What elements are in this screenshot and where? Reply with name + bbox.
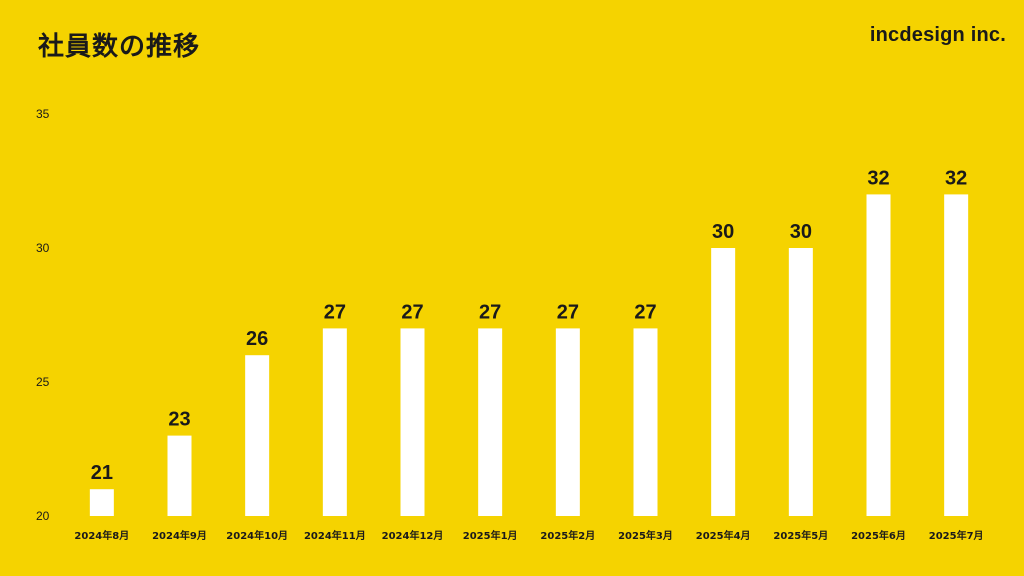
bar	[944, 194, 969, 516]
bar	[633, 328, 658, 516]
bar	[555, 328, 580, 516]
bar	[322, 328, 347, 516]
y-tick-label: 20	[36, 509, 50, 523]
data-label: 27	[634, 301, 656, 323]
x-tick-label: 2025年6月	[851, 529, 906, 542]
data-labels: 21 23 26 27 27 27 27 27 30 30 32 32	[91, 167, 968, 484]
data-label: 32	[945, 167, 967, 189]
x-tick-label: 2024年11月	[304, 529, 366, 542]
bar	[89, 489, 114, 516]
data-label: 27	[401, 301, 423, 323]
x-tick-label: 2025年4月	[696, 529, 751, 542]
x-tick-label: 2025年5月	[773, 529, 828, 542]
x-tick-label: 2024年10月	[226, 529, 288, 542]
x-tick-label: 2024年12月	[382, 529, 444, 542]
x-tick-label: 2025年7月	[929, 529, 984, 542]
bar	[167, 435, 192, 516]
data-label: 27	[557, 301, 579, 323]
bar	[478, 328, 503, 516]
data-label: 27	[479, 301, 501, 323]
data-label: 30	[712, 221, 734, 243]
bar	[400, 328, 425, 516]
data-label: 23	[168, 409, 190, 431]
company-logo: incdesign inc.	[869, 24, 1006, 46]
y-axis-ticks: 20 25 30 35	[36, 107, 50, 523]
x-axis-ticks: 2024年8月 2024年9月 2024年10月 2024年11月 2024年12月 20…	[74, 529, 983, 542]
data-label: 21	[91, 462, 113, 484]
x-tick-label: 2025年3月	[618, 529, 673, 542]
data-label: 32	[867, 167, 889, 189]
chart-title: 社員数の推移	[38, 32, 201, 62]
data-label: 30	[790, 221, 812, 243]
y-tick-label: 30	[36, 241, 50, 255]
bar	[711, 248, 736, 516]
data-label: 27	[324, 301, 346, 323]
x-tick-label: 2024年9月	[152, 529, 207, 542]
bars	[89, 194, 969, 516]
y-tick-label: 25	[36, 375, 50, 389]
data-label: 26	[246, 328, 268, 350]
x-tick-label: 2024年8月	[74, 529, 129, 542]
x-tick-label: 2025年1月	[463, 529, 518, 542]
bar	[788, 248, 813, 516]
x-tick-label: 2025年2月	[540, 529, 595, 542]
bar	[245, 355, 270, 516]
bar	[866, 194, 891, 516]
y-tick-label: 35	[36, 107, 50, 121]
